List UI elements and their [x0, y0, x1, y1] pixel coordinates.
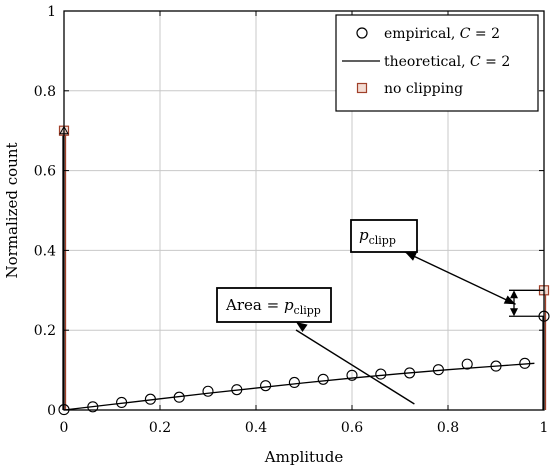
x-tick-label: 0.4	[245, 420, 267, 436]
empirical-point	[317, 373, 329, 385]
legend-marker-no-clipping	[356, 82, 368, 94]
plot-area-frame	[63, 10, 545, 411]
empirical-point	[404, 367, 416, 379]
empirical-point	[173, 391, 185, 403]
legend-empirical-suffix: = 2	[470, 26, 500, 42]
bracket-arrowhead-bottom	[510, 308, 518, 317]
spikes	[62, 130, 547, 410]
x-tick-label: 0.8	[437, 420, 459, 436]
annotation-area-box	[216, 287, 332, 323]
y-tick-label: 0.4	[34, 243, 56, 259]
x-tick-label: 0.2	[149, 420, 171, 436]
theoretical-curve-layer	[63, 362, 535, 411]
annotation-area-arrowhead	[296, 322, 308, 332]
empirical-point	[116, 396, 128, 408]
legend-theoretical-suffix: = 2	[481, 54, 511, 70]
empirical-point	[260, 380, 272, 392]
annotation-area-main: Area =	[225, 296, 284, 314]
clipping-bracket	[509, 289, 544, 317]
legend-empirical-var: C	[460, 26, 471, 42]
annotation-pclipp-arrowhead-start	[405, 252, 417, 261]
annotation-pclipp-box	[350, 219, 418, 253]
empirical-point	[375, 368, 387, 380]
legend-empirical-prefix: empirical,	[384, 26, 460, 42]
empirical-point	[490, 360, 502, 372]
annotation-area-arrow	[295, 329, 415, 405]
y-tick-label: 0.2	[34, 323, 56, 339]
legend-label-empirical: empirical, C = 2	[384, 26, 500, 42]
legend-label-no-clipping: no clipping	[384, 81, 463, 97]
x-tick-label: 0.6	[341, 420, 363, 436]
y-axis-label: Normalized count	[3, 142, 21, 278]
y-tick-label: 0.6	[34, 164, 56, 180]
legend-theoretical-prefix: theoretical,	[384, 54, 470, 70]
annotation-pclipp-arrow	[404, 251, 516, 305]
annotation-area-sub: clipp	[294, 304, 321, 317]
legend: empirical, C = 2 theoretical, C = 2 no c…	[335, 14, 539, 112]
annotation-pclipp-sub: clipp	[369, 234, 396, 247]
annotation-area-var: p	[284, 296, 294, 314]
empirical-point	[461, 358, 473, 370]
annotation-area: Area = pclipp	[216, 287, 415, 405]
empirical-point	[231, 384, 243, 396]
empirical-point	[144, 393, 156, 405]
annotation-pclipp-arrowhead-end	[503, 295, 516, 305]
markers	[58, 125, 550, 416]
legend-marker-empirical	[356, 27, 368, 39]
legend-box	[335, 14, 539, 112]
y-tick-label: 0	[47, 403, 56, 419]
x-axis-label: Amplitude	[264, 448, 344, 466]
annotation-pclipp-var: p	[359, 226, 369, 244]
empirical-point	[202, 385, 214, 397]
annotation-pclipp: pclipp	[350, 219, 516, 305]
annotation-area-label: Area = pclipp	[225, 296, 321, 317]
x-tick-label: 0	[60, 420, 69, 436]
empirical-point	[519, 357, 531, 369]
legend-label-theoretical: theoretical, C = 2	[384, 54, 510, 70]
empirical-point	[432, 364, 444, 376]
bracket-arrowhead-top	[510, 290, 518, 299]
y-tick-label: 0.8	[34, 84, 56, 100]
theoretical-curve	[63, 362, 535, 411]
empirical-point	[346, 369, 358, 381]
y-tick-label: 1	[47, 4, 56, 20]
annotation-pclipp-label: pclipp	[359, 226, 396, 247]
legend-theoretical-var: C	[470, 54, 481, 70]
empirical-point	[288, 376, 300, 389]
ticks: 0 0.2 0.4 0.6 0.8 1 0 0.2 0.4 0.6 0.8 1	[34, 4, 549, 436]
x-tick-label: 1	[540, 420, 549, 436]
empirical-point	[87, 401, 99, 413]
